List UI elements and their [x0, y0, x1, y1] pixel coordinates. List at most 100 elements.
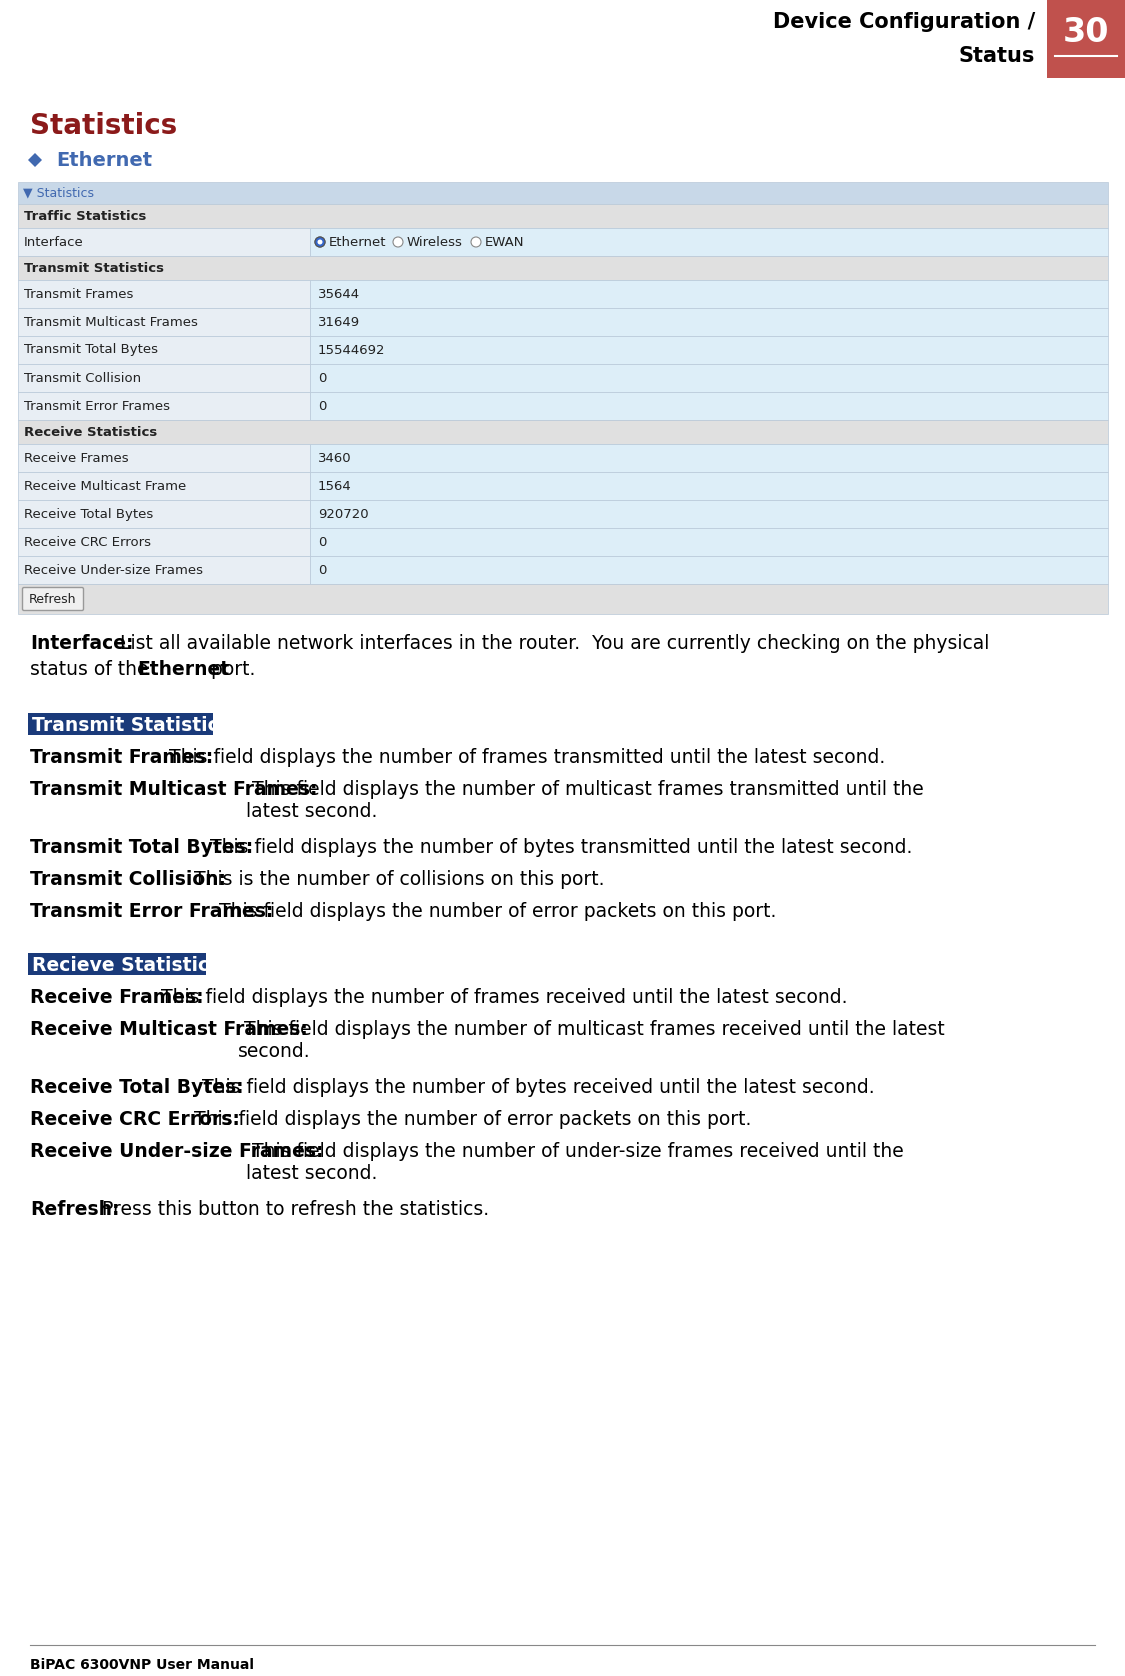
Text: 31649: 31649 — [318, 315, 360, 328]
Text: This field displays the number of multicast frames received until the latest
sec: This field displays the number of multic… — [237, 1021, 944, 1061]
Text: 0: 0 — [318, 536, 326, 548]
FancyBboxPatch shape — [22, 588, 83, 610]
Circle shape — [393, 236, 403, 246]
Text: Transmit Multicast Frames: Transmit Multicast Frames — [24, 315, 198, 328]
Text: EWAN: EWAN — [485, 236, 524, 248]
Text: port.: port. — [205, 660, 255, 679]
Text: This field displays the number of frames received until the latest second.: This field displays the number of frames… — [154, 987, 847, 1007]
Bar — [310, 392, 1108, 421]
Bar — [310, 473, 1108, 499]
Bar — [310, 228, 1108, 256]
Text: Transmit Total Bytes:: Transmit Total Bytes: — [30, 838, 253, 856]
Text: Transmit Statistics: Transmit Statistics — [24, 261, 164, 275]
Text: Traffic Statistics: Traffic Statistics — [24, 210, 146, 223]
Text: Press this button to refresh the statistics.: Press this button to refresh the statist… — [97, 1200, 489, 1218]
Text: Refresh: Refresh — [29, 593, 77, 605]
Text: Receive Under-size Frames:: Receive Under-size Frames: — [30, 1141, 324, 1161]
Text: Receive Multicast Frame: Receive Multicast Frame — [24, 479, 187, 493]
Text: Statistics: Statistics — [30, 112, 178, 141]
Bar — [310, 528, 1108, 556]
Bar — [18, 444, 310, 473]
Bar — [310, 364, 1108, 392]
Bar — [28, 954, 206, 975]
Bar — [310, 308, 1108, 335]
Bar — [18, 280, 310, 308]
Text: Device Configuration /: Device Configuration / — [773, 12, 1035, 32]
Text: Receive CRC Errors: Receive CRC Errors — [24, 536, 151, 548]
Bar — [18, 421, 1108, 444]
Text: 1564: 1564 — [318, 479, 352, 493]
Circle shape — [317, 240, 323, 245]
Bar — [310, 280, 1108, 308]
Text: 0: 0 — [318, 563, 326, 577]
Text: 15544692: 15544692 — [318, 344, 386, 357]
Text: Receive Multicast Frames:: Receive Multicast Frames: — [30, 1021, 308, 1039]
Text: Receive Statistics: Receive Statistics — [24, 426, 158, 439]
Bar — [18, 473, 310, 499]
Bar — [18, 583, 1108, 613]
Polygon shape — [28, 153, 42, 168]
Text: Receive Total Bytes: Receive Total Bytes — [24, 508, 153, 521]
Circle shape — [315, 236, 325, 246]
Text: Receive Total Bytes:: Receive Total Bytes: — [30, 1078, 244, 1098]
Text: This field displays the number of bytes received until the latest second.: This field displays the number of bytes … — [196, 1078, 874, 1098]
Circle shape — [315, 236, 325, 246]
Text: Transmit Frames: Transmit Frames — [24, 288, 134, 300]
Text: Wireless: Wireless — [407, 236, 462, 248]
Bar — [18, 528, 310, 556]
Text: This field displays the number of error packets on this port.: This field displays the number of error … — [188, 1110, 752, 1130]
Text: ▼ Statistics: ▼ Statistics — [22, 186, 94, 199]
Text: 920720: 920720 — [318, 508, 369, 521]
Text: Transmit Error Frames:: Transmit Error Frames: — [30, 902, 273, 922]
Text: This field displays the number of bytes transmitted until the latest second.: This field displays the number of bytes … — [205, 838, 912, 856]
Text: Receive Frames: Receive Frames — [24, 451, 128, 464]
Text: 30: 30 — [1063, 17, 1109, 49]
Text: Status: Status — [958, 47, 1035, 65]
Bar — [28, 712, 213, 736]
Text: status of the: status of the — [30, 660, 154, 679]
Text: This is the number of collisions on this port.: This is the number of collisions on this… — [188, 870, 604, 888]
Text: Transmit Error Frames: Transmit Error Frames — [24, 399, 170, 412]
Text: Interface:: Interface: — [30, 634, 134, 654]
Bar — [18, 499, 310, 528]
Bar — [18, 204, 1108, 228]
Text: 3460: 3460 — [318, 451, 352, 464]
Text: 0: 0 — [318, 399, 326, 412]
Text: Transmit Collision:: Transmit Collision: — [30, 870, 226, 888]
Text: Recieve Statistics: Recieve Statistics — [32, 955, 220, 975]
Bar — [310, 335, 1108, 364]
Bar — [310, 499, 1108, 528]
Bar — [18, 335, 310, 364]
Text: Transmit Multicast Frames:: Transmit Multicast Frames: — [30, 779, 317, 799]
Text: 0: 0 — [318, 372, 326, 384]
Bar — [18, 228, 310, 256]
Text: This field displays the number of multicast frames transmitted until the
latest : This field displays the number of multic… — [246, 779, 924, 821]
Text: Transmit Total Bytes: Transmit Total Bytes — [24, 344, 158, 357]
Bar — [310, 556, 1108, 583]
Bar — [18, 183, 1108, 204]
Text: Interface: Interface — [24, 236, 83, 248]
Bar — [18, 556, 310, 583]
Text: Receive CRC Errors:: Receive CRC Errors: — [30, 1110, 240, 1130]
Text: 35644: 35644 — [318, 288, 360, 300]
Text: Ethernet: Ethernet — [328, 236, 387, 248]
Bar — [18, 308, 310, 335]
Text: List all available network interfaces in the router.  You are currently checking: List all available network interfaces in… — [114, 634, 989, 654]
Text: Transmit Statistics: Transmit Statistics — [32, 716, 230, 736]
Text: Transmit Collision: Transmit Collision — [24, 372, 141, 384]
Text: Transmit Frames:: Transmit Frames: — [30, 747, 214, 768]
Text: Refresh:: Refresh: — [30, 1200, 119, 1218]
Bar — [18, 364, 310, 392]
Bar — [18, 256, 1108, 280]
Text: This field displays the number of frames transmitted until the latest second.: This field displays the number of frames… — [163, 747, 885, 768]
Text: Receive Under-size Frames: Receive Under-size Frames — [24, 563, 202, 577]
Circle shape — [471, 236, 482, 246]
Text: This field displays the number of error packets on this port.: This field displays the number of error … — [213, 902, 776, 922]
Bar — [1047, 0, 1125, 79]
Text: BiPAC 6300VNP User Manual: BiPAC 6300VNP User Manual — [30, 1658, 254, 1673]
Text: Ethernet: Ethernet — [56, 151, 152, 169]
Bar — [310, 444, 1108, 473]
Bar — [18, 392, 310, 421]
Text: Receive Frames:: Receive Frames: — [30, 987, 204, 1007]
Text: Ethernet: Ethernet — [137, 660, 230, 679]
